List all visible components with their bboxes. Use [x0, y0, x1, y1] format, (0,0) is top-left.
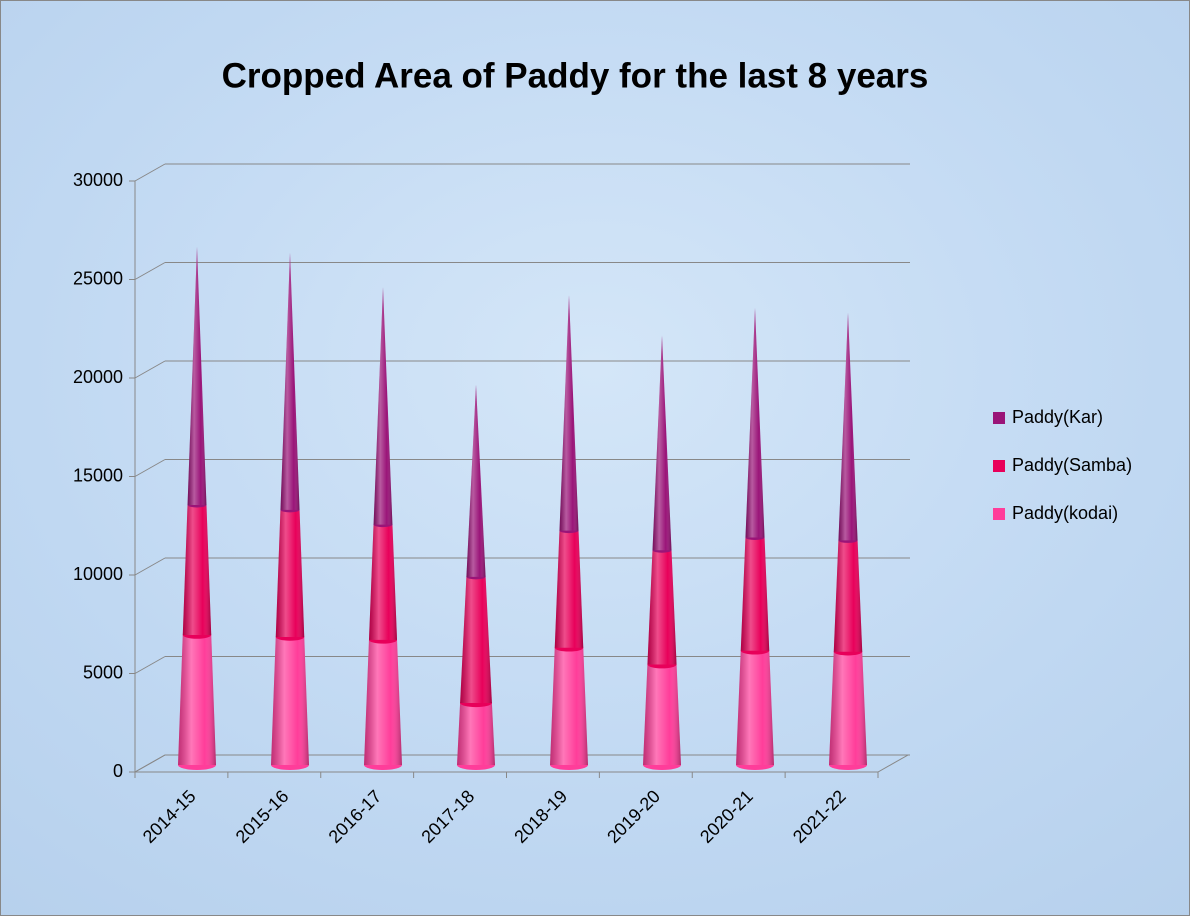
cone-segment [559, 295, 579, 534]
shade [364, 639, 402, 765]
cone-segment [652, 335, 672, 553]
shade [736, 650, 774, 765]
grid-line [134, 656, 166, 674]
cone-segment [736, 650, 774, 770]
legend-label: Paddy(kodai) [1012, 503, 1118, 523]
shade [740, 537, 770, 651]
shade [280, 252, 300, 510]
cone-segment [740, 537, 770, 655]
shade [275, 509, 305, 637]
cone-segment [460, 576, 492, 708]
grid-line [134, 360, 166, 379]
cone-segment [829, 651, 867, 770]
chart-title: Cropped Area of Paddy for the last 8 yea… [222, 56, 929, 95]
shade [457, 702, 495, 765]
shade [550, 647, 588, 765]
grid-line [134, 459, 166, 477]
cone-segment [280, 252, 300, 513]
legend-swatch [993, 460, 1005, 472]
grid-line [134, 754, 166, 773]
y-tick-label: 15000 [73, 465, 123, 485]
cone-segment [833, 540, 863, 656]
cone-segment [554, 530, 584, 652]
y-tick-label: 5000 [83, 662, 123, 682]
shade [466, 384, 486, 577]
shade [182, 504, 212, 635]
cone-segment [364, 639, 402, 770]
shade [643, 664, 681, 765]
shade [745, 307, 765, 538]
y-tick-label: 25000 [73, 268, 123, 288]
grid-line [134, 557, 166, 576]
cone-segment [182, 504, 212, 639]
cone-segment [368, 524, 398, 644]
cone-segment [466, 384, 486, 580]
cone-segment [178, 634, 216, 770]
cone-segment [275, 509, 305, 641]
legend-label: Paddy(Samba) [1012, 455, 1132, 475]
shade [368, 524, 398, 640]
shade [838, 312, 858, 541]
cone-segment [373, 287, 393, 528]
grid-line [134, 163, 166, 182]
cone-segment [550, 647, 588, 770]
shade [554, 530, 584, 648]
shade [652, 335, 672, 551]
legend-swatch [993, 412, 1005, 424]
cone-segment [271, 636, 309, 770]
shade [647, 550, 677, 665]
cone-segment [647, 550, 677, 669]
shade [833, 540, 863, 652]
legend-label: Paddy(Kar) [1012, 407, 1103, 427]
cone-segment [187, 246, 207, 508]
grid-line [134, 262, 166, 280]
shade [373, 287, 393, 525]
cone-segment [745, 307, 765, 540]
y-tick-label: 0 [113, 761, 123, 781]
shade [187, 246, 207, 505]
shade [271, 636, 309, 765]
y-tick-label: 30000 [73, 170, 123, 190]
legend-swatch [993, 508, 1005, 520]
cone-segment [838, 312, 858, 543]
shade [178, 634, 216, 765]
shade [559, 295, 579, 531]
shade [829, 651, 867, 765]
cone-segment [643, 664, 681, 770]
cone-segment [457, 702, 495, 770]
shade [460, 576, 492, 703]
y-tick-label: 20000 [73, 367, 123, 387]
y-tick-label: 10000 [73, 564, 123, 584]
